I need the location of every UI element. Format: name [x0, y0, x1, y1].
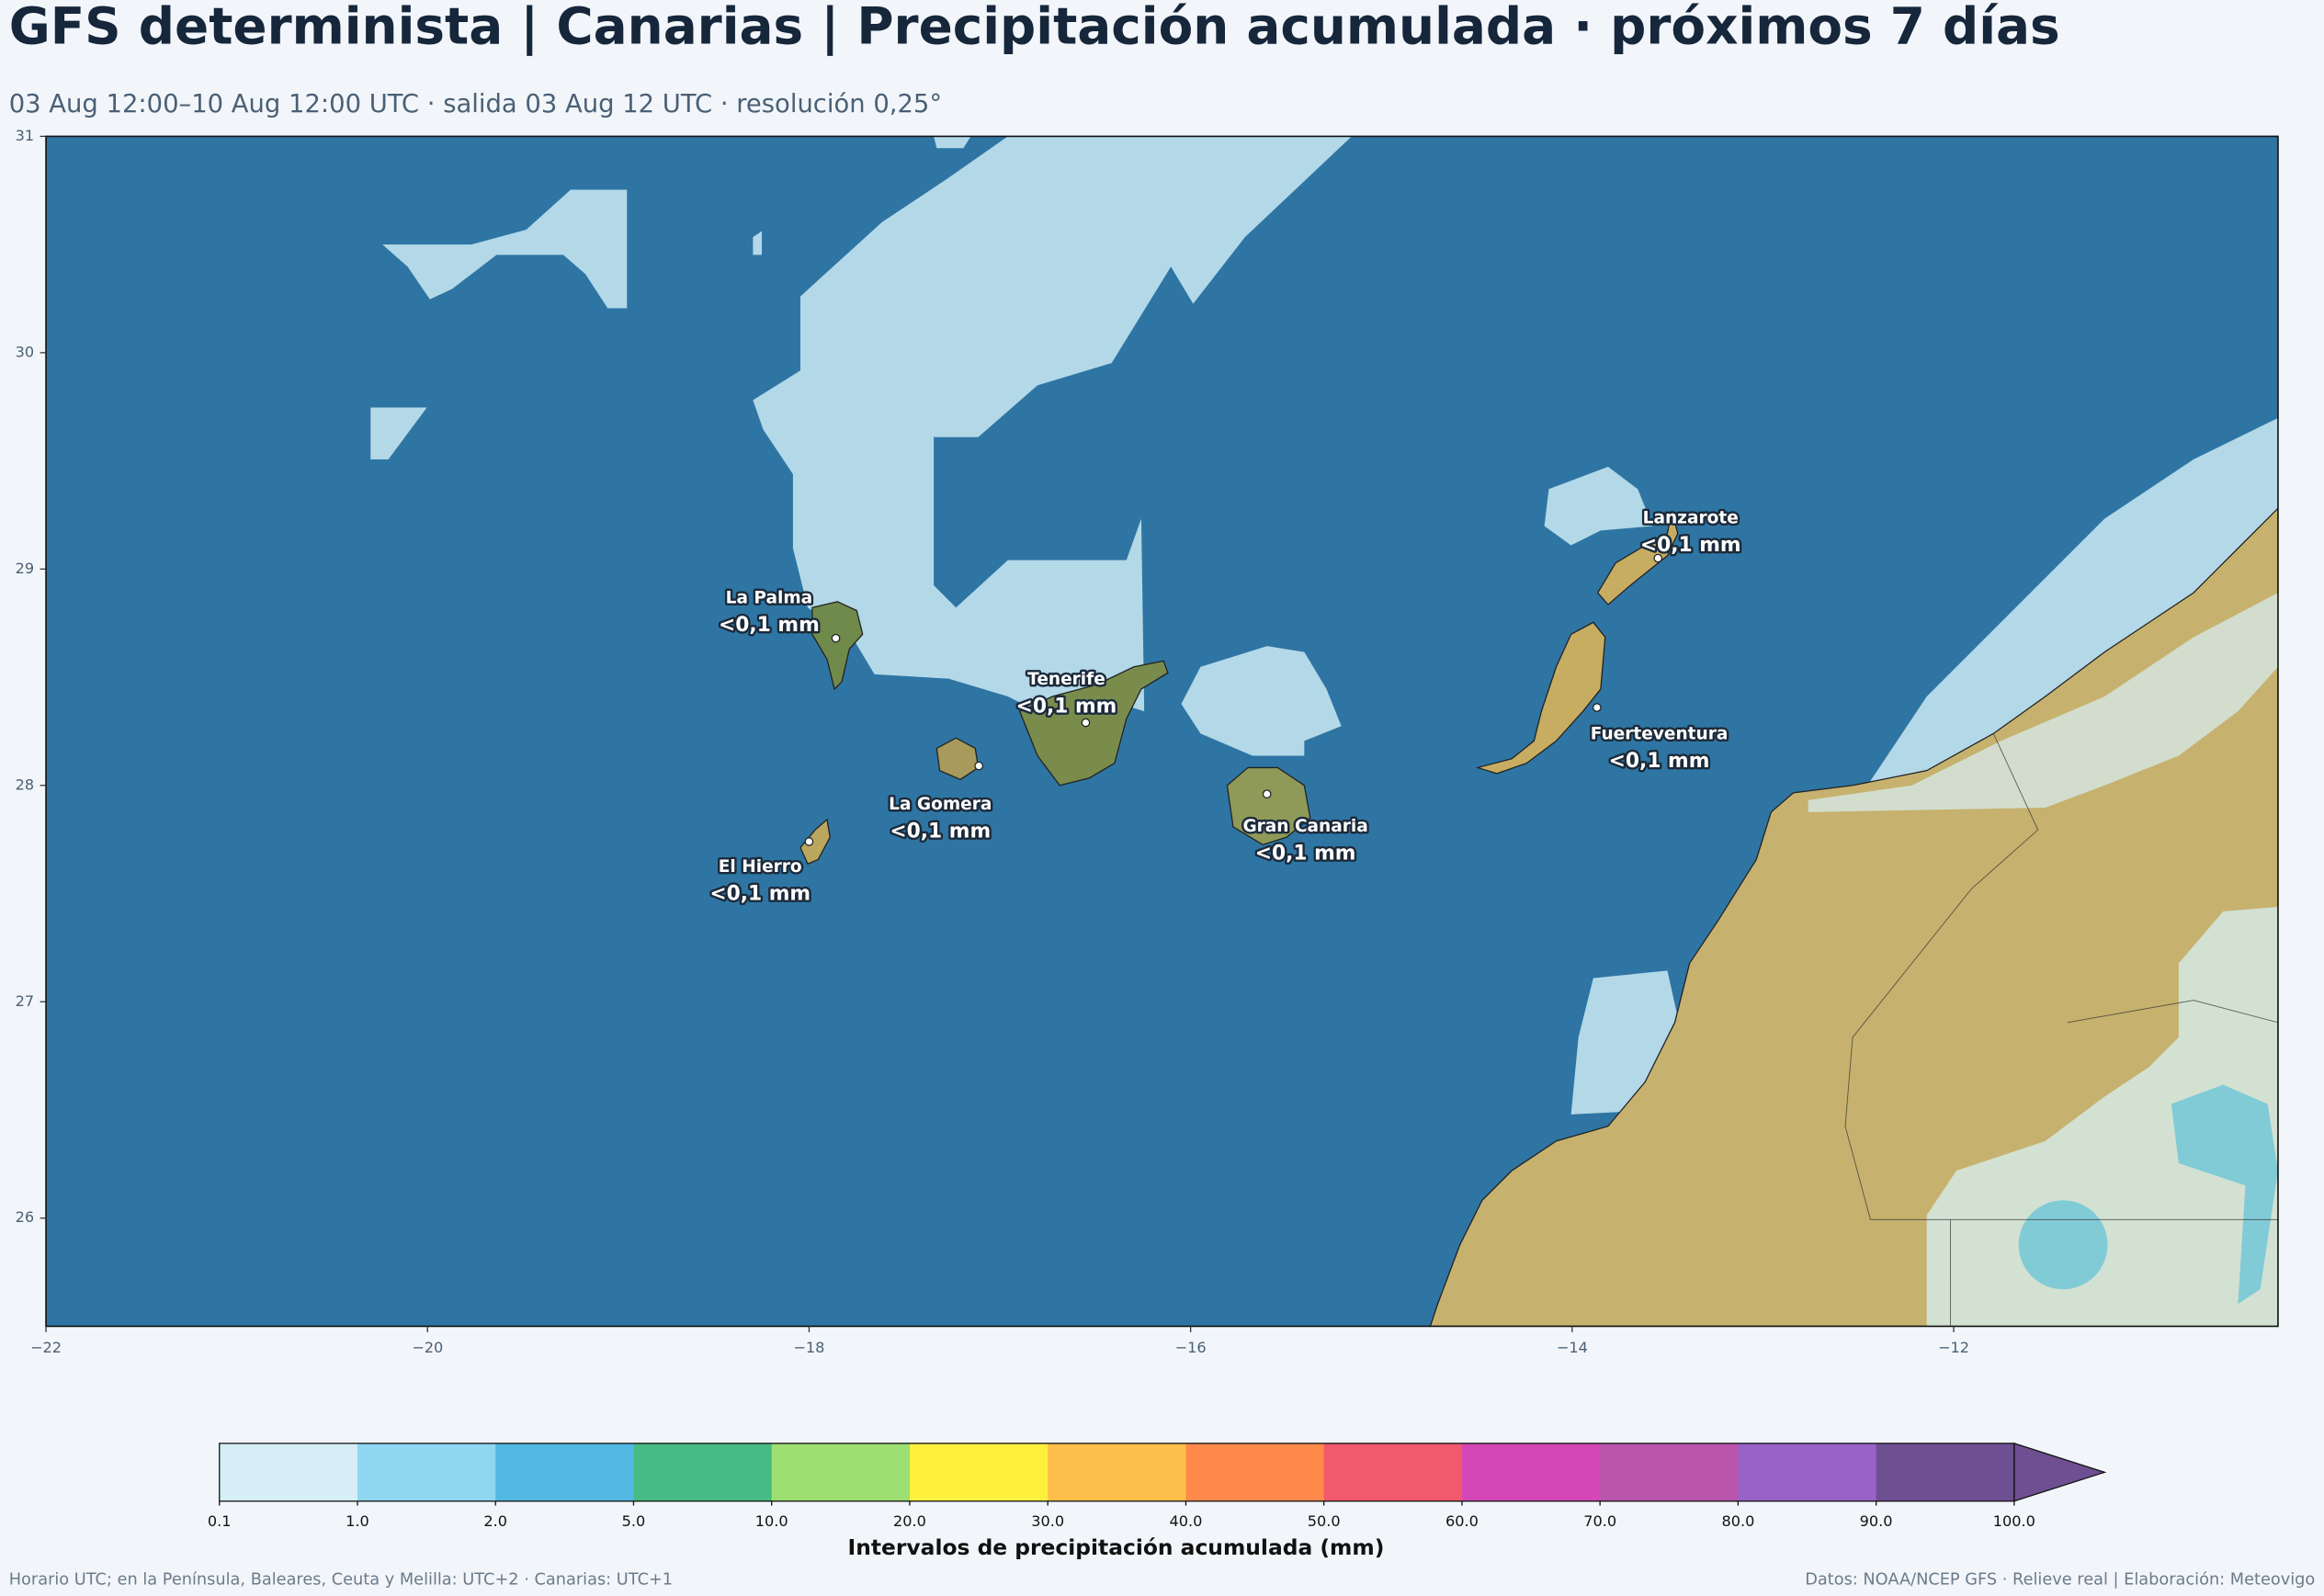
- station-marker: [1653, 553, 1663, 563]
- colorbar-tick-label: 50.0: [1308, 1512, 1341, 1530]
- colorbar-bin: [357, 1443, 496, 1501]
- y-tick-label: 30: [16, 343, 35, 360]
- colorbar-tick-label: 80.0: [1721, 1512, 1754, 1530]
- patch: [753, 136, 1352, 712]
- colorbar-tick-label: 1.0: [346, 1512, 369, 1530]
- colorbar-tick-label: 5.0: [622, 1512, 646, 1530]
- station-name: Lanzarote: [1643, 509, 1739, 528]
- colorbar-tick-label: 2.0: [483, 1512, 507, 1530]
- station-value: <0,1 mm: [719, 614, 820, 637]
- colorbar-tick-label: 100.0: [1993, 1512, 2035, 1530]
- island: [1226, 766, 1311, 846]
- y-tick-label: 31: [16, 127, 35, 144]
- station-marker: [804, 837, 814, 846]
- precip-overlay: [1926, 907, 2278, 1327]
- colorbar-bin: [1876, 1443, 2015, 1501]
- station-name: Tenerife: [1027, 670, 1105, 689]
- y-tick-label: 26: [16, 1208, 35, 1226]
- border: [1844, 733, 2278, 1220]
- colorbar-bin: [495, 1443, 635, 1501]
- y-tick-label: 29: [16, 560, 35, 577]
- patch: [753, 231, 763, 255]
- station-marker: [974, 761, 984, 771]
- x-tick-label: −12: [1938, 1339, 1969, 1356]
- y-tick-label: 27: [16, 992, 35, 1010]
- borders: [1844, 733, 2278, 1327]
- patch: [1181, 646, 1342, 756]
- subtitle: 03 Aug 12:00–10 Aug 12:00 UTC · salida 0…: [9, 90, 942, 119]
- precip-spot: [2171, 1084, 2278, 1305]
- island: [811, 601, 864, 691]
- y-tick-label: 28: [16, 775, 35, 793]
- island: [1596, 511, 1679, 606]
- map-layers: [46, 136, 2278, 1327]
- station-name: La Palma: [726, 589, 813, 608]
- colorbar: 0.1 1.0 2.0 5.0 10.0 20.0 30.0 40.0 50.0 60.0 70.0…: [208, 1442, 2107, 1530]
- footer-right: Datos: NOAA/NCEP GFS · Relieve real | El…: [1805, 1570, 2315, 1589]
- island: [1018, 660, 1169, 787]
- station-marker: [831, 633, 841, 643]
- station-marker: [1592, 703, 1602, 712]
- stations: La Palma <0,1 mm Tenerife <0,1 mm La Gomera <…: [708, 506, 1743, 908]
- station-name: El Hierro: [719, 857, 802, 877]
- precip-overlay: [1808, 593, 2278, 812]
- colorbar-tick-label: 30.0: [1031, 1512, 1064, 1530]
- patch: [382, 189, 628, 309]
- x-tick-label: −18: [793, 1339, 824, 1356]
- colorbar-bin: [1185, 1443, 1325, 1501]
- colorbar-bin: [909, 1443, 1049, 1501]
- colorbar-tick-label: 20.0: [893, 1512, 926, 1530]
- colorbar-tick-label: 0.1: [208, 1512, 232, 1530]
- colorbar-frame: [219, 1443, 2015, 1502]
- africa-land: [1429, 507, 2278, 1327]
- station-value: <0,1 mm: [1609, 750, 1710, 773]
- colorbar-tick-label: 10.0: [755, 1512, 788, 1530]
- colorbar-bin: [1323, 1443, 1463, 1501]
- patch: [370, 407, 427, 459]
- colorbar-bin: [1738, 1443, 1877, 1501]
- colorbar-bin: [219, 1443, 358, 1501]
- island: [1475, 621, 1606, 775]
- x-tick-label: −14: [1557, 1339, 1588, 1356]
- station-value: <0,1 mm: [1255, 843, 1356, 866]
- patch: [1544, 467, 1653, 546]
- station-marker: [1262, 789, 1272, 799]
- islands: [799, 511, 1679, 866]
- colorbar-bin: [1461, 1443, 1601, 1501]
- border: [2067, 1000, 2278, 1024]
- station-name: La Gomera: [889, 795, 992, 814]
- precip-spot: [2018, 1200, 2108, 1290]
- colorbar-bin: [633, 1443, 773, 1501]
- map-frame: [45, 135, 2279, 1328]
- station-name: Gran Canaria: [1242, 817, 1367, 836]
- station-marker: [1081, 718, 1091, 728]
- map-axes: −22 −20 −18 −16 −14 −12 26 27 28 29 30 31: [16, 127, 1969, 1356]
- patch: [934, 136, 971, 149]
- station-value: <0,1 mm: [890, 820, 991, 843]
- colorbar-bin: [1600, 1443, 1740, 1501]
- colorbar-tick-label: 40.0: [1169, 1512, 1202, 1530]
- patch: [1570, 970, 1683, 1115]
- title: GFS determinista | Canarias | Precipitac…: [9, 0, 2060, 56]
- precip-patches: [370, 136, 2278, 1115]
- station-name: Fuerteventura: [1591, 725, 1729, 744]
- station-value: <0,1 mm: [1016, 696, 1117, 719]
- station-value: <0,1 mm: [1640, 534, 1741, 557]
- x-tick-label: −20: [412, 1339, 443, 1356]
- colorbar-tick-label: 60.0: [1445, 1512, 1479, 1530]
- x-tick-label: −22: [30, 1339, 62, 1356]
- island: [799, 818, 831, 866]
- colorbar-bin: [771, 1443, 911, 1501]
- colorbar-bin: [1048, 1443, 1187, 1501]
- colorbar-title: Intervalos de precipitación acumulada (m…: [848, 1534, 1385, 1560]
- station-value: <0,1 mm: [709, 882, 811, 905]
- footer-left: Horario UTC; en la Península, Baleares, …: [9, 1570, 673, 1589]
- colorbar-tick-label: 90.0: [1860, 1512, 1893, 1530]
- colorbar-tick-label: 70.0: [1583, 1512, 1616, 1530]
- x-tick-label: −16: [1175, 1339, 1207, 1356]
